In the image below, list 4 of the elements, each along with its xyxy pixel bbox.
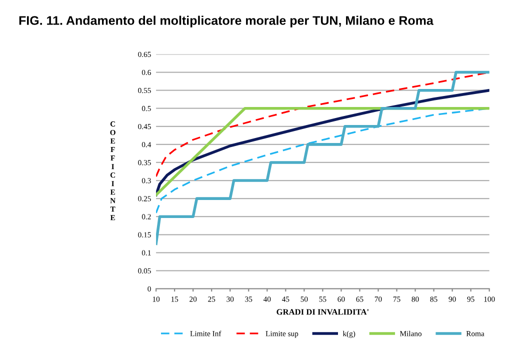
chart-title: FIG. 11. Andamento del moltiplicatore morale per TUN, Milano e Roma (19, 16, 434, 28)
line-series (156, 88, 490, 196)
x-axis-title: GRADI DI INVALIDITA' (276, 309, 368, 315)
line-series (156, 70, 490, 246)
